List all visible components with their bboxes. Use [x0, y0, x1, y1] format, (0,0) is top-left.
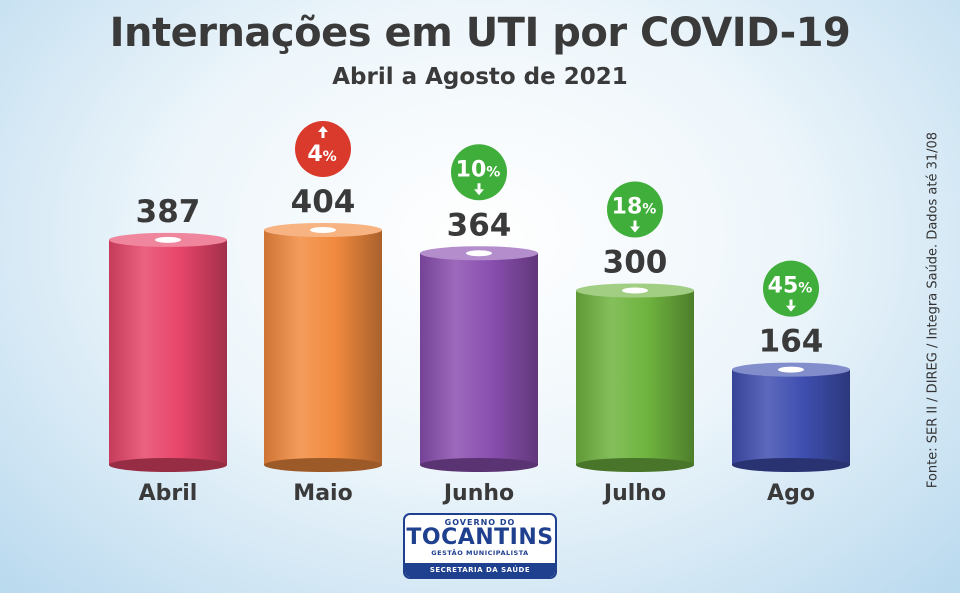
- bar-abril: [109, 232, 227, 472]
- logo-line-2: TOCANTINS: [406, 525, 554, 550]
- bar-top-hole: [310, 227, 336, 233]
- bar-base: [576, 458, 694, 472]
- arrow-down-icon: [474, 183, 484, 196]
- change-badge-circle: [763, 260, 819, 317]
- bar-top-hole: [622, 287, 648, 294]
- category-label: Julho: [602, 481, 666, 506]
- bar-body: [264, 230, 382, 465]
- bar-top-hole: [778, 366, 804, 373]
- value-label: 404: [291, 184, 356, 220]
- bar-junho: [420, 246, 538, 472]
- change-number: 10: [456, 157, 487, 182]
- change-number: 45: [768, 274, 799, 299]
- bar-body: [420, 253, 538, 465]
- change-badge: 10%: [451, 144, 507, 201]
- bar-top-hole: [466, 250, 492, 257]
- chart-title: Internações em UTI por COVID-19: [109, 10, 851, 56]
- bar-body: [732, 369, 850, 465]
- bar-ago: [732, 362, 850, 472]
- category-label: Junho: [442, 481, 514, 506]
- change-badge: 45%: [763, 260, 819, 317]
- logo-line-1: GOVERNO DO: [444, 518, 516, 527]
- bar-base: [732, 458, 850, 472]
- category-label: Abril: [139, 481, 198, 506]
- change-number: 4: [307, 142, 322, 167]
- bar-body: [576, 290, 694, 465]
- value-label: 364: [447, 207, 512, 243]
- source-note-text: Fonte: SER II / DIREG / Integra Saúde. D…: [925, 131, 941, 489]
- change-badge-circle: [607, 181, 663, 238]
- tocantins-logo: GOVERNO DO TOCANTINS GESTÃO MUNICIPALIST…: [403, 513, 557, 579]
- bar-body: [109, 239, 227, 465]
- change-unit: %: [642, 201, 656, 217]
- category-label: Ago: [767, 481, 815, 506]
- change-unit: %: [486, 164, 500, 180]
- value-label: 300: [603, 244, 668, 280]
- arrow-down-icon: [630, 220, 640, 233]
- bar-maio: [264, 223, 382, 472]
- bar-julho: [576, 283, 694, 472]
- change-number: 18: [612, 194, 643, 219]
- change-value: 18%: [612, 194, 657, 219]
- category-label: Maio: [293, 481, 352, 506]
- change-unit: %: [798, 281, 812, 297]
- value-label: 164: [759, 324, 824, 360]
- change-badge: 18%: [607, 181, 663, 238]
- bar-base: [264, 458, 382, 472]
- value-label: 387: [136, 194, 201, 230]
- change-value: 10%: [456, 157, 501, 182]
- arrow-up-icon: [318, 126, 328, 138]
- chart-subtitle: Abril a Agosto de 2021: [332, 64, 628, 90]
- logo-line-4: SECRETARIA DA SAÚDE: [405, 563, 555, 577]
- bar-top-hole: [155, 236, 181, 243]
- bar-base: [109, 458, 227, 472]
- change-badge-circle: [295, 121, 351, 177]
- bar-base: [420, 458, 538, 472]
- change-unit: %: [323, 149, 337, 165]
- change-value: 4%: [307, 142, 336, 167]
- change-value: 45%: [768, 274, 813, 299]
- logo-line-3: GESTÃO MUNICIPALISTA: [431, 549, 529, 557]
- change-badge: 4%: [295, 121, 351, 177]
- change-badge-circle: [451, 144, 507, 201]
- arrow-down-icon: [786, 299, 796, 312]
